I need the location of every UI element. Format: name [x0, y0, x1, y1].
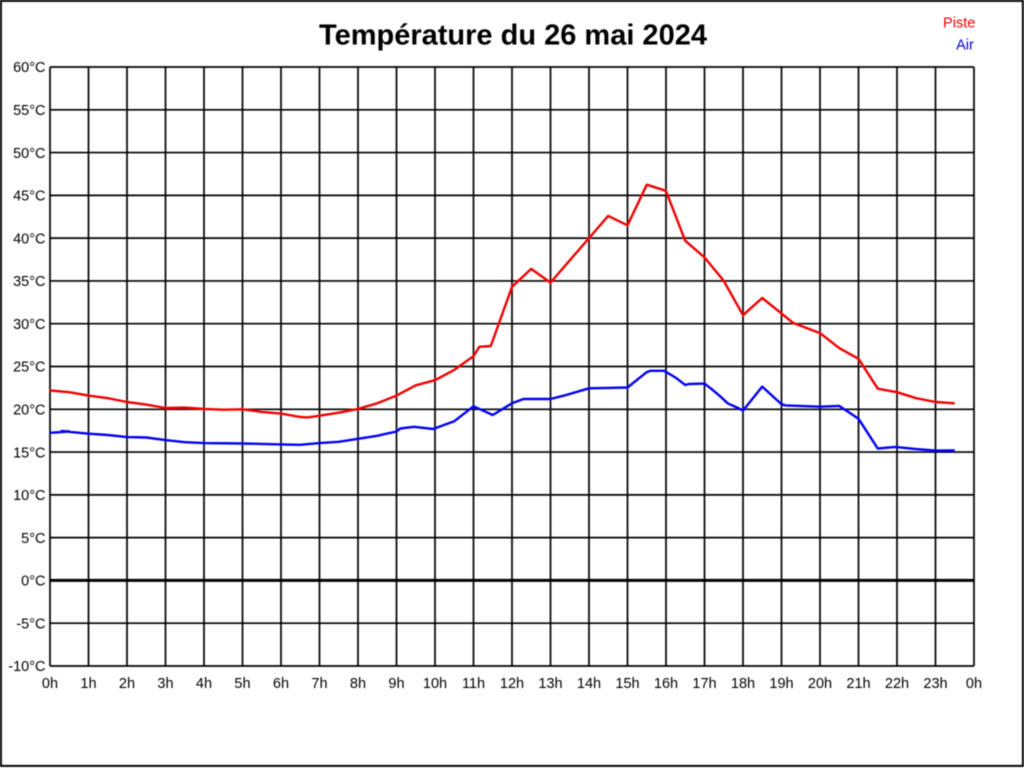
svg-text:5h: 5h — [234, 676, 250, 692]
svg-text:25°C: 25°C — [13, 360, 45, 376]
svg-text:Température du 26 mai 2024: Température du 26 mai 2024 — [319, 19, 707, 51]
svg-text:0°C: 0°C — [21, 574, 45, 590]
svg-text:20h: 20h — [808, 676, 832, 692]
svg-text:Piste: Piste — [943, 15, 975, 31]
svg-text:35°C: 35°C — [13, 274, 45, 290]
svg-text:23h: 23h — [923, 676, 947, 692]
svg-text:13h: 13h — [538, 676, 562, 692]
svg-text:15h: 15h — [615, 676, 639, 692]
svg-text:3h: 3h — [157, 676, 173, 692]
svg-text:5°C: 5°C — [21, 531, 45, 547]
svg-text:Air: Air — [956, 37, 974, 53]
svg-text:0h: 0h — [42, 676, 58, 692]
svg-text:45°C: 45°C — [13, 189, 45, 205]
svg-text:8h: 8h — [350, 676, 366, 692]
svg-text:1h: 1h — [80, 676, 96, 692]
svg-text:12h: 12h — [500, 676, 524, 692]
svg-text:22h: 22h — [885, 676, 909, 692]
svg-text:9h: 9h — [388, 676, 404, 692]
svg-text:11h: 11h — [462, 676, 485, 692]
svg-text:30°C: 30°C — [13, 317, 45, 333]
svg-text:4h: 4h — [196, 676, 212, 692]
svg-text:-5°C: -5°C — [16, 616, 45, 632]
svg-text:19h: 19h — [769, 676, 793, 692]
svg-text:7h: 7h — [311, 676, 327, 692]
svg-text:2h: 2h — [119, 676, 135, 692]
svg-text:20°C: 20°C — [13, 403, 45, 419]
svg-text:21h: 21h — [846, 676, 870, 692]
svg-text:60°C: 60°C — [13, 60, 45, 76]
svg-text:17h: 17h — [692, 676, 716, 692]
svg-text:10h: 10h — [423, 676, 447, 692]
svg-text:18h: 18h — [731, 676, 755, 692]
svg-text:55°C: 55°C — [13, 103, 45, 119]
svg-text:50°C: 50°C — [13, 146, 45, 162]
svg-text:16h: 16h — [654, 676, 678, 692]
svg-text:14h: 14h — [577, 676, 601, 692]
svg-text:40°C: 40°C — [13, 231, 45, 247]
svg-text:15°C: 15°C — [13, 445, 45, 461]
svg-text:0h: 0h — [966, 676, 982, 692]
svg-text:-10°C: -10°C — [8, 659, 45, 675]
svg-text:6h: 6h — [273, 676, 289, 692]
svg-text:10°C: 10°C — [13, 488, 45, 504]
